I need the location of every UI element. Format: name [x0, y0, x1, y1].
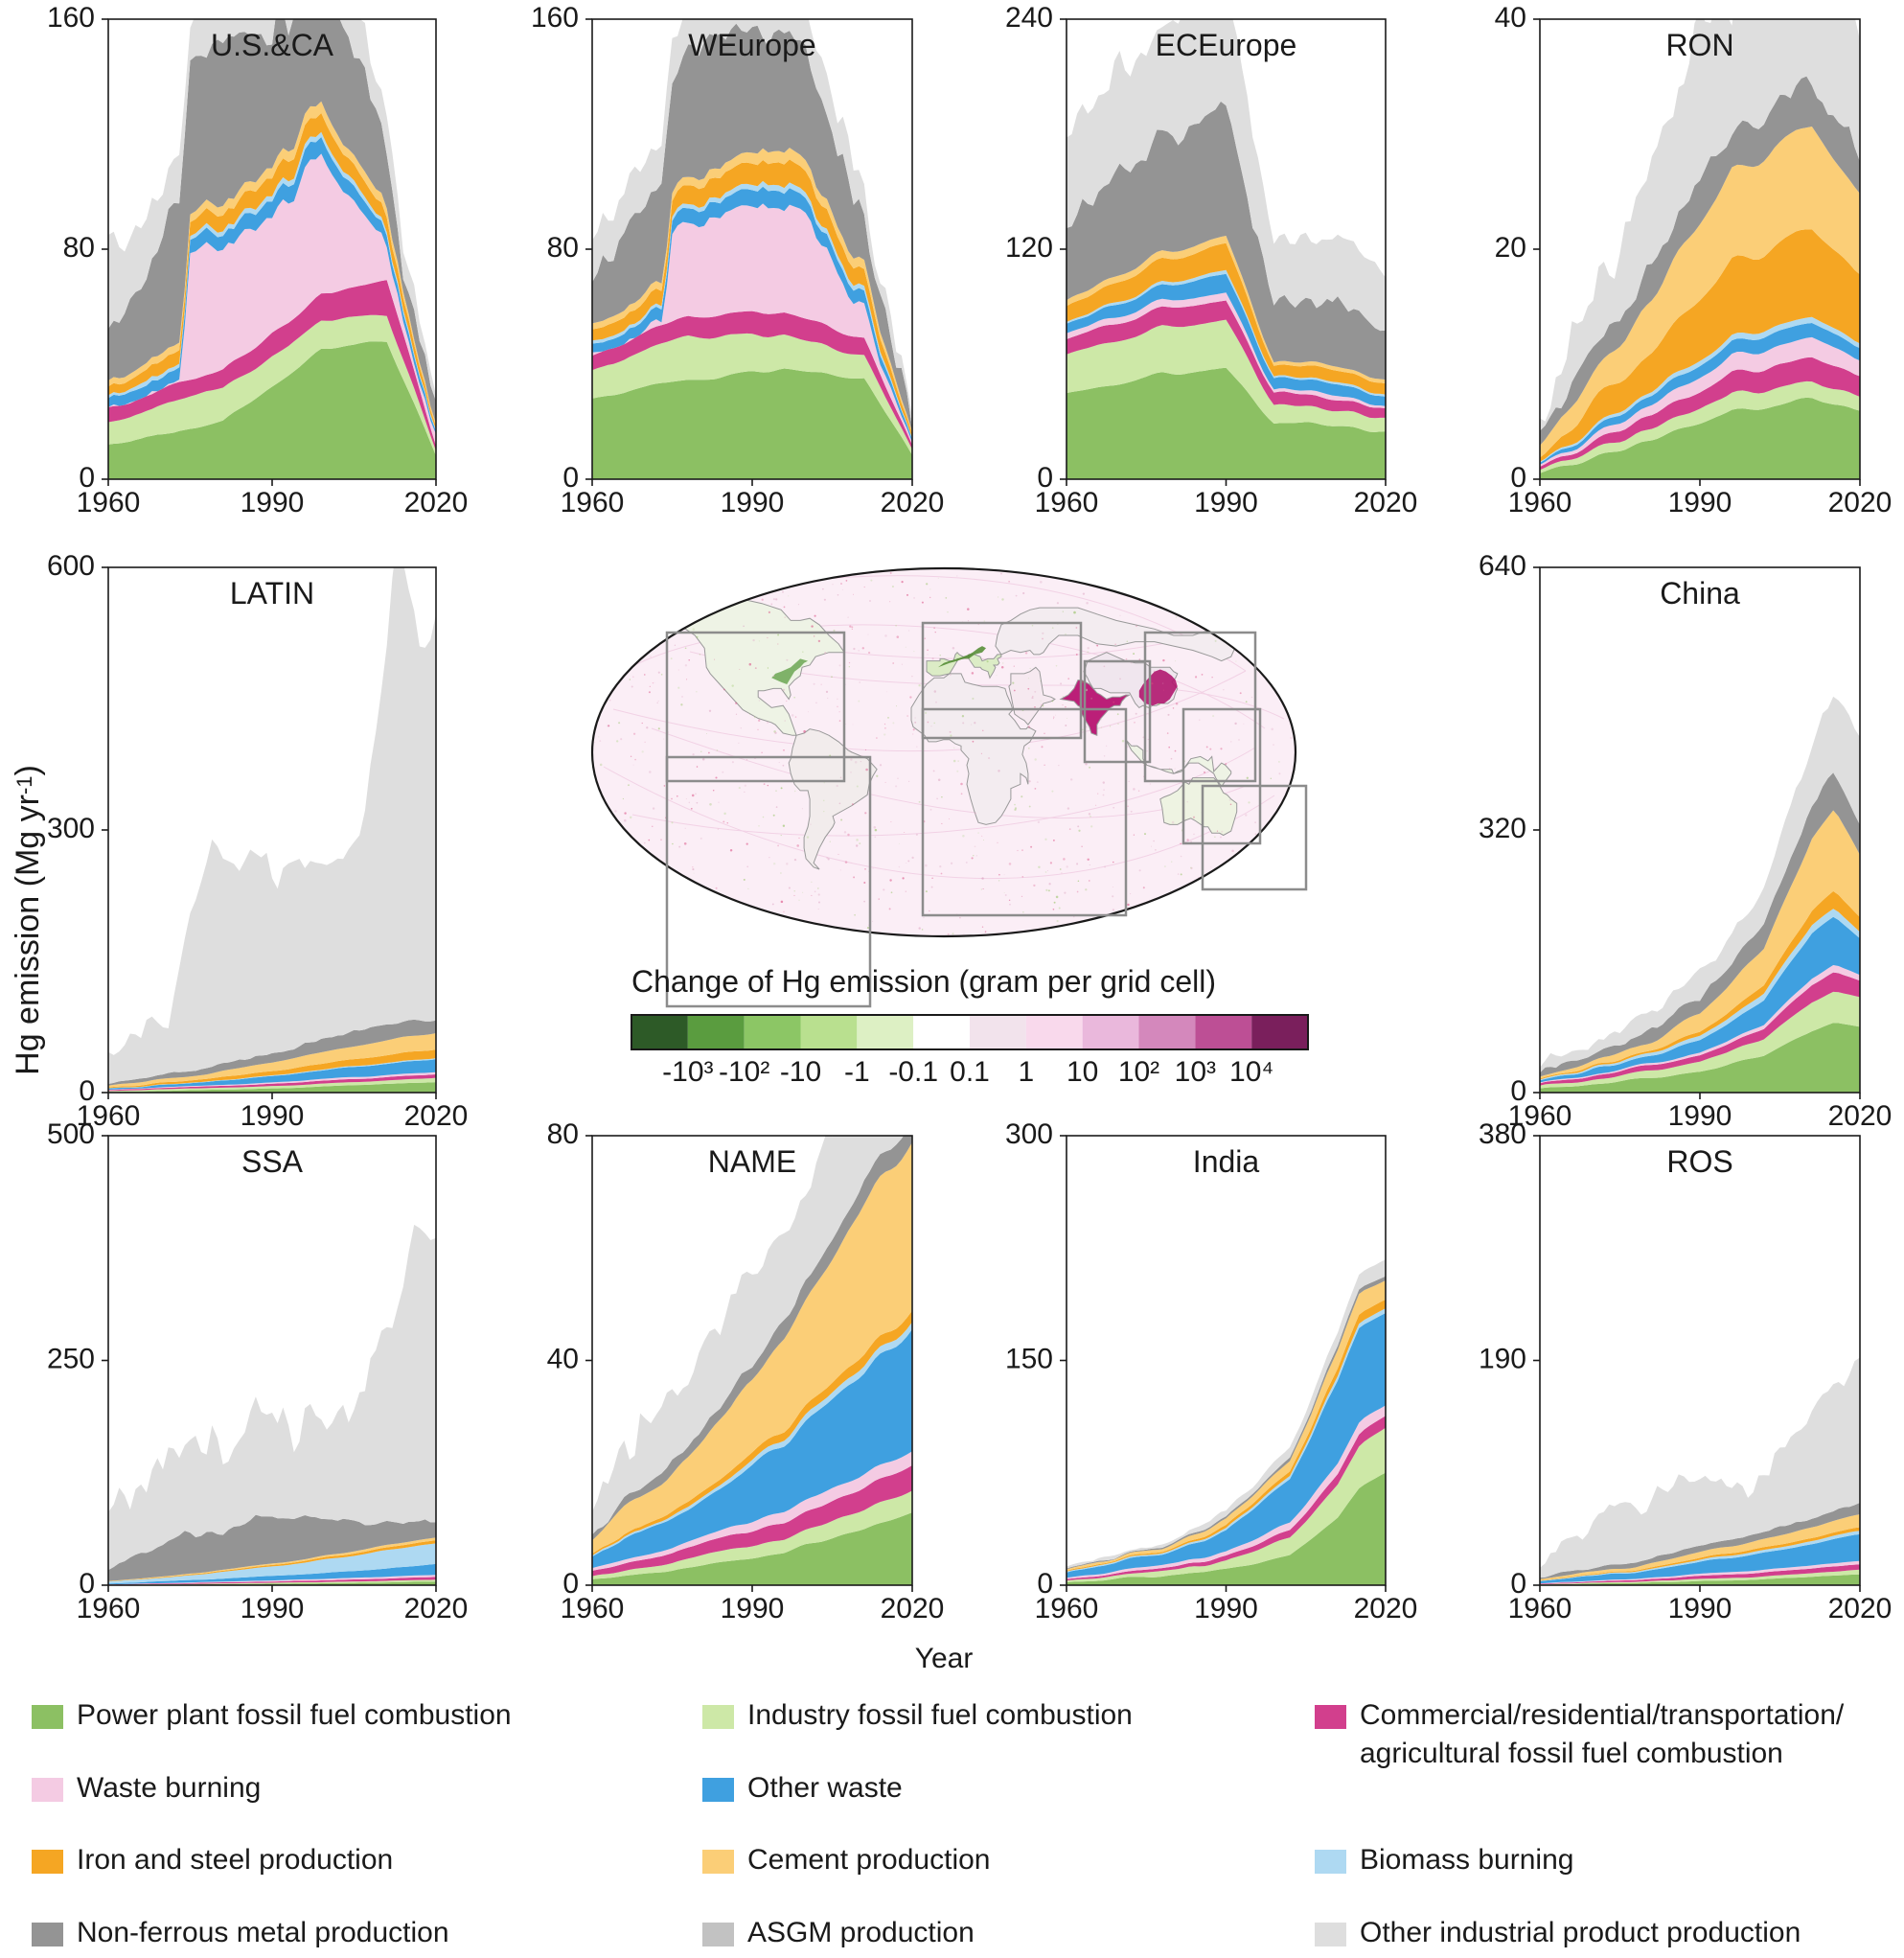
svg-text:80: 80 — [63, 232, 95, 264]
svg-text:160: 160 — [531, 2, 579, 34]
svg-text:300: 300 — [1005, 1118, 1053, 1150]
svg-text:600: 600 — [47, 550, 95, 582]
svg-text:Hg emission (Mg yr-1): Hg emission (Mg yr-1) — [10, 765, 46, 1075]
svg-text:ROS: ROS — [1666, 1144, 1732, 1179]
svg-text:1990: 1990 — [1668, 1593, 1732, 1624]
svg-text:40: 40 — [1495, 2, 1526, 34]
svg-text:Other industrial product produ: Other industrial product production — [1360, 1917, 1801, 1948]
svg-text:1960: 1960 — [77, 487, 141, 518]
svg-text:1960: 1960 — [1035, 487, 1099, 518]
svg-text:2020: 2020 — [1354, 1593, 1418, 1624]
svg-text:RON: RON — [1665, 28, 1733, 62]
svg-text:Commercial/residential/transpo: Commercial/residential/transportation/ — [1360, 1699, 1845, 1731]
svg-text:1990: 1990 — [241, 1100, 305, 1132]
svg-text:-0.1: -0.1 — [888, 1056, 938, 1088]
svg-text:2020: 2020 — [881, 487, 945, 518]
svg-text:2020: 2020 — [881, 1593, 945, 1624]
svg-text:Year: Year — [915, 1643, 974, 1674]
svg-text:150: 150 — [1005, 1344, 1053, 1375]
svg-text:20: 20 — [1495, 232, 1526, 264]
svg-text:2020: 2020 — [404, 487, 469, 518]
svg-text:LATIN: LATIN — [230, 576, 314, 610]
svg-text:500: 500 — [47, 1118, 95, 1150]
svg-text:Iron and steel production: Iron and steel production — [77, 1844, 393, 1876]
svg-text:agricultural fossil fuel combu: agricultural fossil fuel combustion — [1360, 1738, 1783, 1769]
svg-text:2020: 2020 — [404, 1100, 469, 1132]
svg-text:80: 80 — [547, 1118, 579, 1150]
svg-text:SSA: SSA — [241, 1144, 304, 1179]
svg-text:80: 80 — [547, 232, 579, 264]
svg-text:1960: 1960 — [561, 1593, 625, 1624]
svg-text:2020: 2020 — [404, 1593, 469, 1624]
svg-text:2020: 2020 — [1828, 487, 1893, 518]
svg-text:China: China — [1660, 576, 1740, 610]
svg-text:250: 250 — [47, 1344, 95, 1375]
svg-text:ASGM production: ASGM production — [747, 1917, 975, 1948]
svg-text:40: 40 — [547, 1344, 579, 1375]
svg-text:NAME: NAME — [708, 1144, 796, 1179]
svg-text:-1: -1 — [844, 1056, 870, 1088]
svg-text:2020: 2020 — [1828, 1593, 1893, 1624]
svg-text:10: 10 — [1067, 1056, 1098, 1088]
svg-text:1990: 1990 — [1194, 1593, 1258, 1624]
svg-text:1960: 1960 — [1508, 1593, 1572, 1624]
svg-text:10³: 10³ — [1175, 1056, 1216, 1088]
svg-text:WEurope: WEurope — [688, 28, 815, 62]
svg-text:10²: 10² — [1118, 1056, 1159, 1088]
svg-text:10⁴: 10⁴ — [1229, 1056, 1273, 1088]
svg-text:1990: 1990 — [1668, 1100, 1732, 1132]
svg-text:300: 300 — [47, 813, 95, 844]
svg-text:1990: 1990 — [241, 487, 305, 518]
svg-text:1990: 1990 — [721, 487, 785, 518]
svg-text:1990: 1990 — [1194, 487, 1258, 518]
svg-text:1990: 1990 — [1668, 487, 1732, 518]
svg-text:ECEurope: ECEurope — [1156, 28, 1297, 62]
svg-text:1960: 1960 — [1508, 487, 1572, 518]
svg-text:-10²: -10² — [719, 1056, 769, 1088]
svg-text:320: 320 — [1479, 813, 1526, 844]
svg-text:-10³: -10³ — [662, 1056, 713, 1088]
svg-text:380: 380 — [1479, 1118, 1526, 1150]
svg-text:2020: 2020 — [1354, 487, 1418, 518]
svg-text:Change of Hg emission (gram pe: Change of Hg emission (gram per grid cel… — [631, 964, 1216, 999]
svg-text:0.1: 0.1 — [950, 1056, 990, 1088]
svg-text:1: 1 — [1018, 1056, 1034, 1088]
svg-text:640: 640 — [1479, 550, 1526, 582]
svg-text:240: 240 — [1005, 2, 1053, 34]
svg-text:Other waste: Other waste — [747, 1772, 903, 1804]
svg-text:120: 120 — [1005, 232, 1053, 264]
svg-text:U.S.&CA: U.S.&CA — [211, 28, 334, 62]
svg-text:2020: 2020 — [1828, 1100, 1893, 1132]
svg-text:Waste burning: Waste burning — [77, 1772, 261, 1804]
svg-text:Biomass burning: Biomass burning — [1360, 1844, 1573, 1876]
svg-text:1990: 1990 — [241, 1593, 305, 1624]
svg-text:160: 160 — [47, 2, 95, 34]
svg-text:1960: 1960 — [561, 487, 625, 518]
svg-text:1990: 1990 — [721, 1593, 785, 1624]
svg-text:Industry fossil fuel combustio: Industry fossil fuel combustion — [747, 1699, 1133, 1731]
svg-text:India: India — [1193, 1144, 1260, 1179]
svg-text:190: 190 — [1479, 1344, 1526, 1375]
svg-text:Non-ferrous metal production: Non-ferrous metal production — [77, 1917, 449, 1948]
svg-text:Power plant fossil fuel combus: Power plant fossil fuel combustion — [77, 1699, 512, 1731]
svg-text:-10: -10 — [780, 1056, 821, 1088]
svg-text:Cement production: Cement production — [747, 1844, 990, 1876]
svg-text:1960: 1960 — [1035, 1593, 1099, 1624]
svg-text:1960: 1960 — [77, 1593, 141, 1624]
